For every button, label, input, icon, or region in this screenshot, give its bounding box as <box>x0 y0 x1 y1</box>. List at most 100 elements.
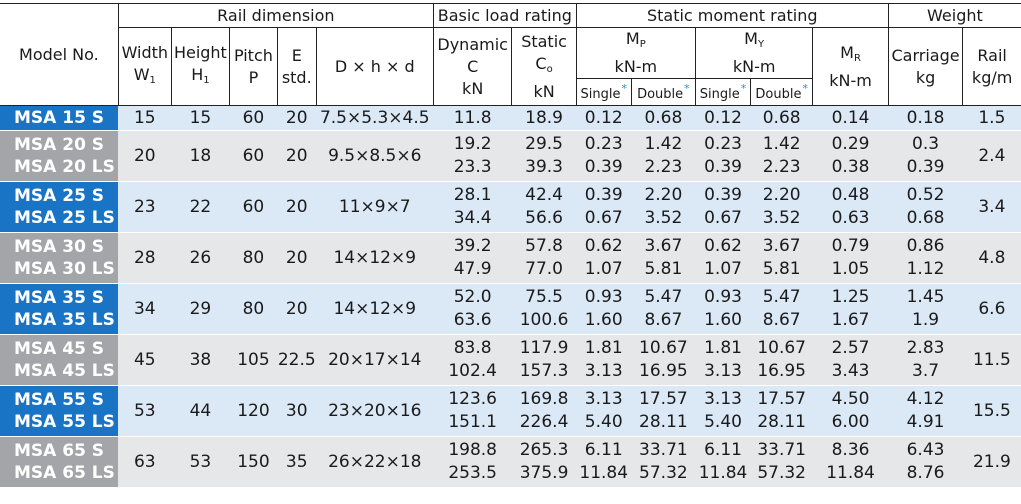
model-cell: MSA 15 S <box>0 105 119 131</box>
cell-value: 0.79 <box>831 236 870 256</box>
cell-value: 0.67 <box>584 208 623 228</box>
cell-value: 3.13 <box>704 389 742 409</box>
mp-single-cell: 0.93 1.60 <box>576 283 632 335</box>
header-width: Width W1 <box>117 27 172 106</box>
header-my: MY kN-m <box>694 27 813 79</box>
cell-value: 56.6 <box>525 208 563 228</box>
mr-cell: 0.79 1.05 <box>812 232 889 284</box>
carriage-cell: 4.12 4.91 <box>888 385 963 437</box>
my-double-cell: 3.67 5.81 <box>750 232 813 284</box>
cell-value: 0.67 <box>704 208 742 228</box>
model-name: MSA 45 S <box>14 339 105 359</box>
mp-single-cell: 0.62 1.07 <box>576 232 632 284</box>
dynamic-cell: 39.2 47.9 <box>433 232 512 284</box>
mr-cell: 0.48 0.63 <box>812 181 889 233</box>
cell-value: 151.1 <box>448 412 497 432</box>
cell-value: 0.39 <box>584 157 623 177</box>
header-static-moment-rating: Static moment rating <box>575 3 889 28</box>
carriage-cell: 1.45 1.9 <box>888 283 963 335</box>
header-my-double: Double* <box>750 78 813 106</box>
mp-single-cell: 3.13 5.40 <box>576 385 632 437</box>
model-name: MSA 15 S <box>14 108 105 128</box>
cell-value: 0.39 <box>584 185 623 205</box>
cell-value: 19.2 <box>453 134 492 154</box>
table-row: MSA 15 S 15 15 60 20 7.5×5.3×4.5 11.8 18.9 0.12 0… <box>0 105 1021 131</box>
cell-value: 57.32 <box>757 463 806 483</box>
cell-value: 2.83 <box>906 338 945 358</box>
cell-value: 8.67 <box>762 310 801 330</box>
cell-value: 3.13 <box>584 389 623 409</box>
model-name: MSA 65 S <box>14 441 105 461</box>
my-single-cell: 1.81 3.13 <box>695 334 751 386</box>
dhd-cell: 11×9×7 <box>316 181 434 233</box>
cell-value: 123.6 <box>448 389 497 409</box>
cell-value: 3.52 <box>762 208 801 228</box>
cell-value: 3.52 <box>644 208 683 228</box>
mr-cell: 4.50 6.00 <box>812 385 889 437</box>
cell-value: 198.8 <box>448 440 497 460</box>
cell-value: 1.07 <box>704 259 742 279</box>
dynamic-cell: 83.8 102.4 <box>433 334 512 386</box>
dhd-cell: 23×20×16 <box>316 385 434 437</box>
header-mp-double: Double* <box>630 78 696 106</box>
height-cell: 29 <box>171 283 230 335</box>
cell-value: 11.84 <box>698 463 748 483</box>
cell-value: 75.5 <box>525 287 563 307</box>
cell-value: 6.11 <box>704 440 742 460</box>
header-mp: MP kN-m <box>575 27 696 79</box>
cell-value: 11.8 <box>453 107 492 128</box>
table-row: MSA 35 S MSA 35 LS 34 29 80 20 14×12×9 52.0 63.6… <box>0 283 1021 335</box>
cell-value: 39.3 <box>525 157 563 177</box>
cell-value: 253.5 <box>448 463 497 483</box>
table-body: MSA 15 S 15 15 60 20 7.5×5.3×4.5 11.8 18.9 0.12 0… <box>0 105 1021 488</box>
e-std-cell: 20 <box>277 105 317 131</box>
mp-double-cell: 2.20 3.52 <box>631 181 696 233</box>
header-height: Height H1 <box>170 27 230 106</box>
header-weight: Weight <box>887 3 1021 28</box>
cell-value: 1.81 <box>584 338 623 358</box>
height-cell: 53 <box>171 436 230 488</box>
cell-value: 4.91 <box>906 412 945 432</box>
cell-value: 1.07 <box>584 259 623 279</box>
width-cell: 23 <box>118 181 172 233</box>
my-single-cell: 0.12 <box>695 105 751 131</box>
dynamic-cell: 198.8 253.5 <box>433 436 512 488</box>
cell-value: 6.11 <box>584 440 623 460</box>
model-name: MSA 30 S <box>14 237 105 257</box>
my-double-cell: 0.68 <box>750 105 813 131</box>
cell-value: 1.9 <box>912 310 940 330</box>
cell-value: 6.00 <box>831 412 870 432</box>
model-cell: MSA 20 S MSA 20 LS <box>0 130 119 182</box>
static-cell: 18.9 <box>511 105 577 131</box>
model-name: MSA 25 LS <box>14 208 115 228</box>
header-my-single: Single* <box>694 78 751 106</box>
header-static: Static Co kN <box>511 27 577 106</box>
model-name: MSA 35 S <box>14 288 105 308</box>
cell-value: 52.0 <box>453 287 492 307</box>
cell-value: 4.12 <box>906 389 945 409</box>
cell-value: 1.25 <box>831 287 870 307</box>
my-double-cell: 1.42 2.23 <box>750 130 813 182</box>
mp-single-cell: 1.81 3.13 <box>576 334 632 386</box>
cell-value: 2.20 <box>762 185 801 205</box>
cell-value: 10.67 <box>757 338 806 358</box>
table-row: MSA 45 S MSA 45 LS 45 38 105 22.5 20×17×14 83.8… <box>0 334 1021 386</box>
static-cell: 42.4 56.6 <box>511 181 577 233</box>
height-cell: 26 <box>171 232 230 284</box>
header-mp-single: Single* <box>575 78 632 106</box>
dhd-cell: 9.5×8.5×6 <box>316 130 434 182</box>
cell-value: 5.81 <box>762 259 801 279</box>
cell-value: 42.4 <box>525 185 563 205</box>
cell-value: 0.62 <box>584 236 623 256</box>
cell-value: 0.38 <box>831 157 870 177</box>
cell-value: 63.6 <box>453 310 492 330</box>
table-row: MSA 65 S MSA 65 LS 63 53 150 35 26×22×18 198.8 2… <box>0 436 1021 488</box>
cell-value: 0.39 <box>704 185 742 205</box>
dynamic-cell: 52.0 63.6 <box>433 283 512 335</box>
height-cell: 22 <box>171 181 230 233</box>
mp-double-cell: 17.57 28.11 <box>631 385 696 437</box>
cell-value: 57.8 <box>525 236 563 256</box>
mp-single-cell: 0.12 <box>576 105 632 131</box>
header-mr: MR kN-m <box>812 27 889 106</box>
static-cell: 265.3 375.9 <box>511 436 577 488</box>
